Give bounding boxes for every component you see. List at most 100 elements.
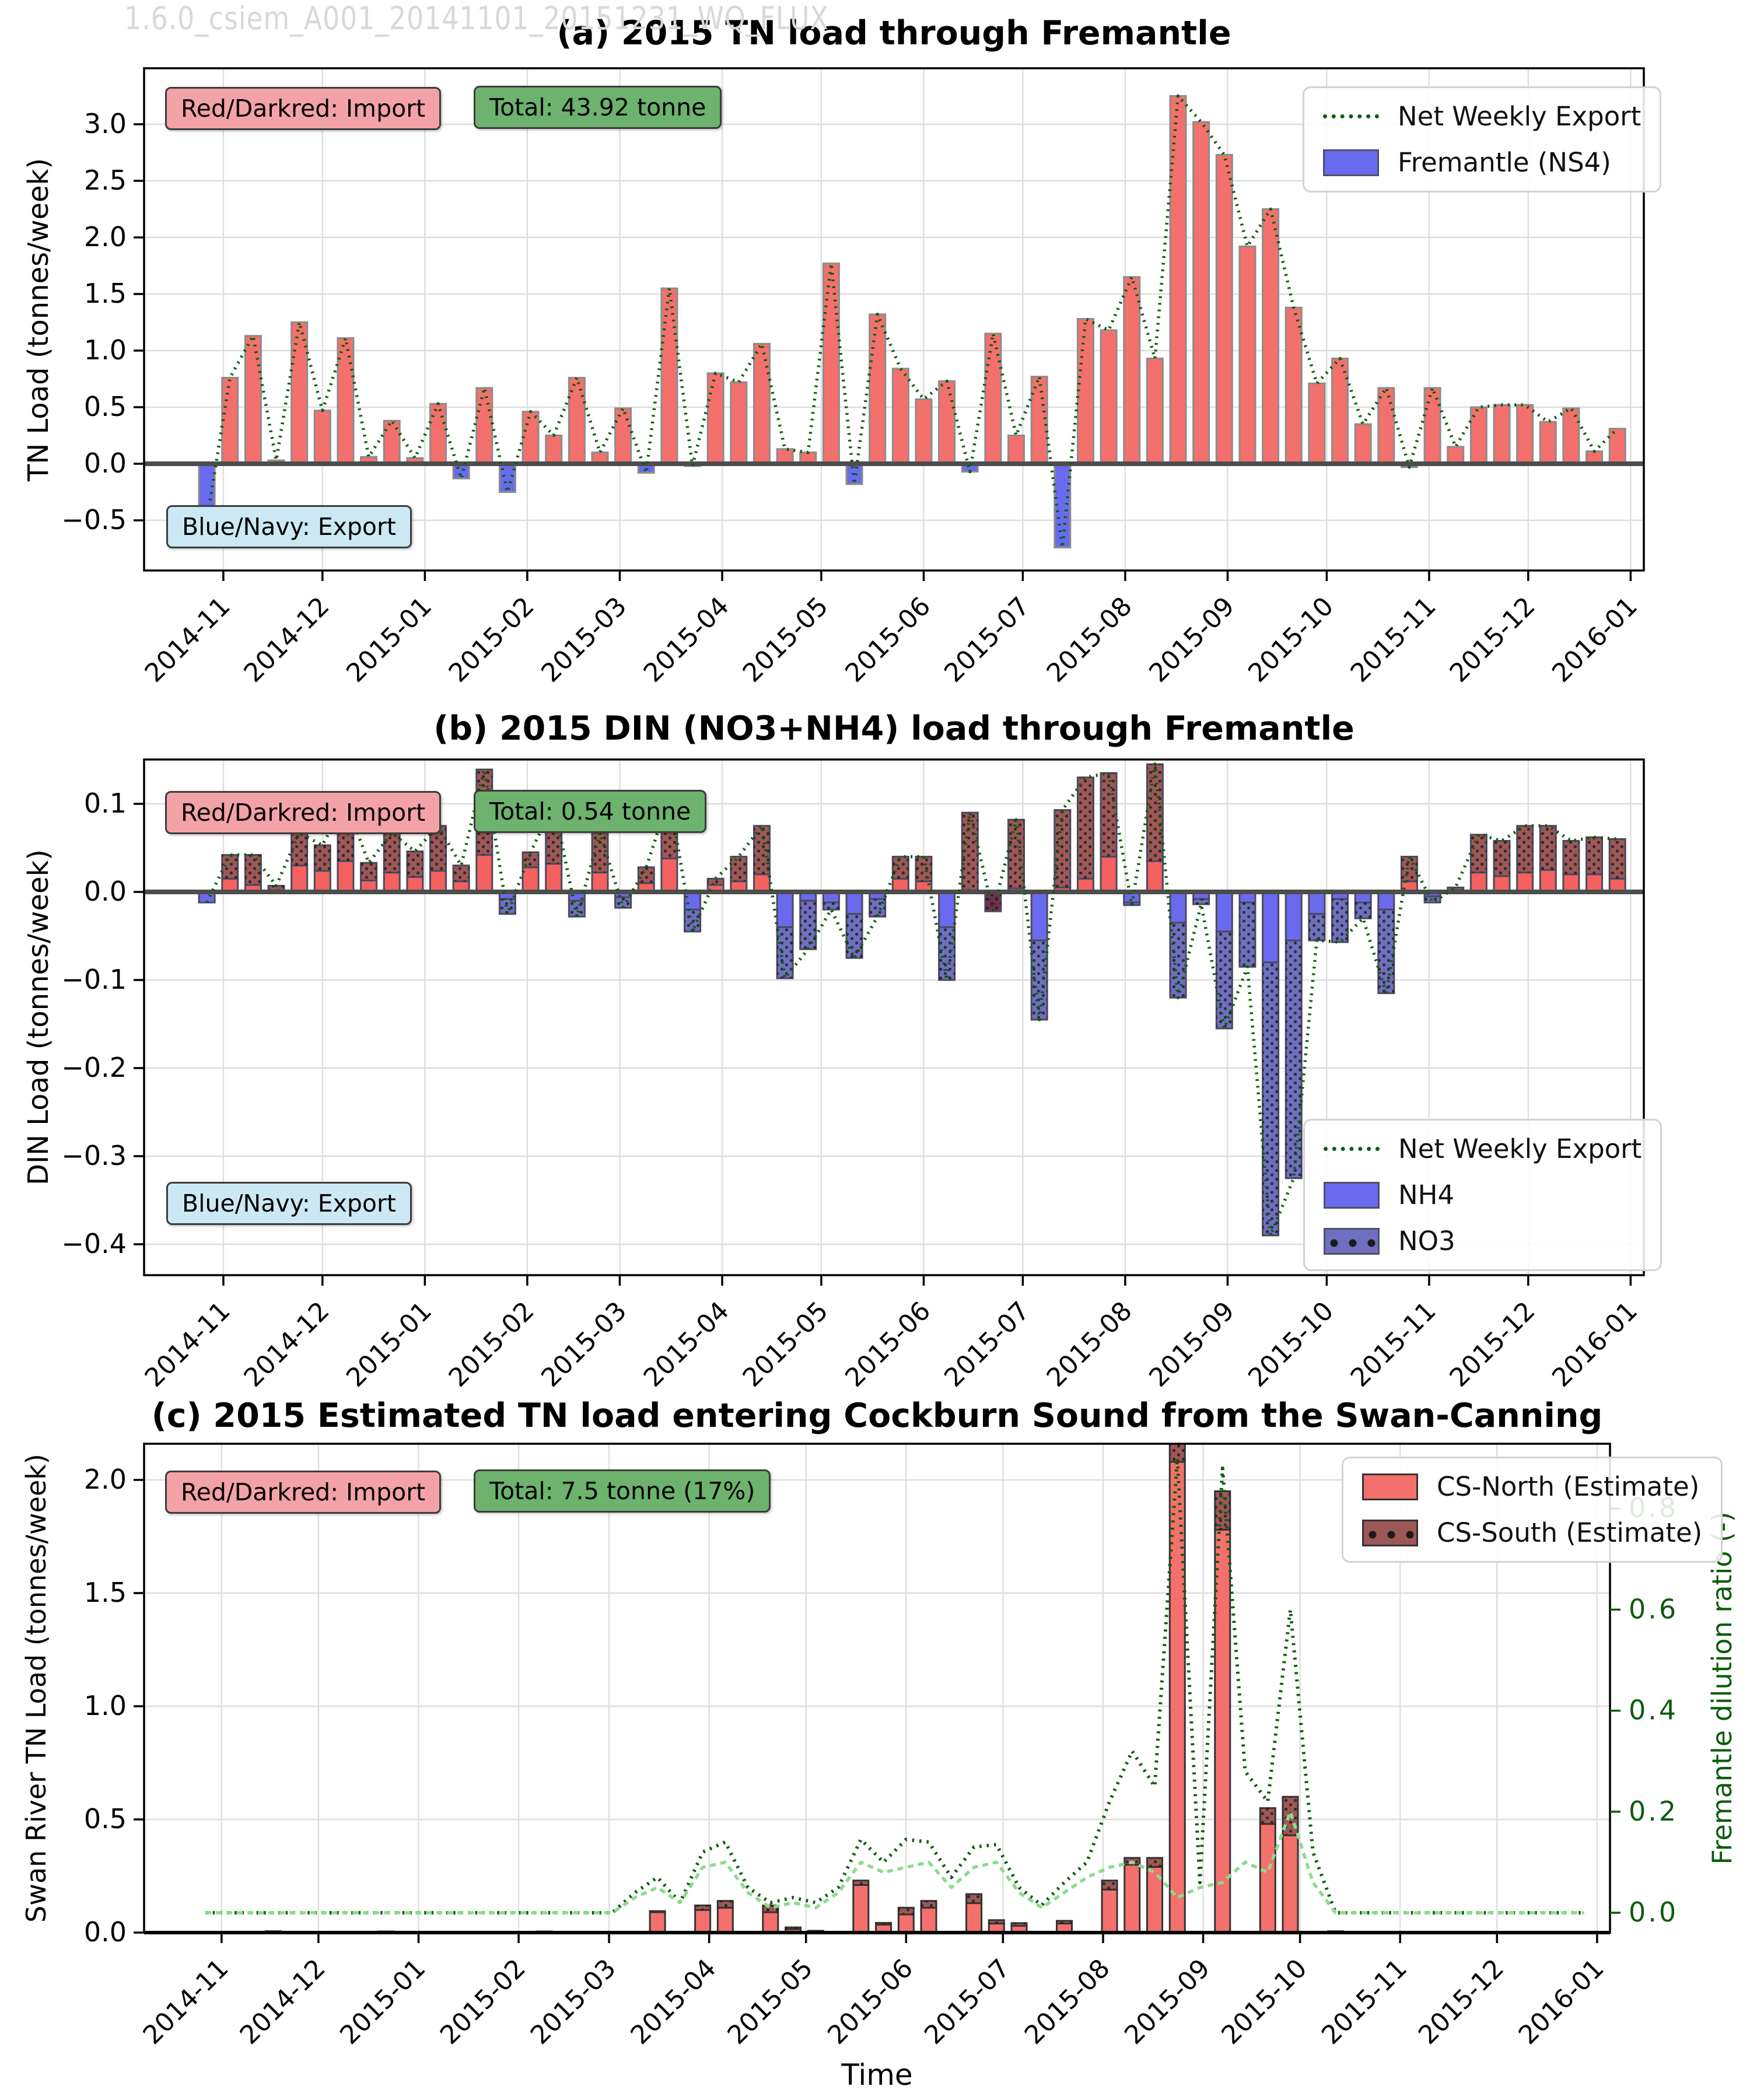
panel-c-right-ylabel: Fremantle dilution ratio (-) (1706, 1511, 1738, 1865)
svg-text:2015-01: 2015-01 (334, 1954, 431, 2050)
svg-text:2015-04: 2015-04 (625, 1954, 722, 2050)
svg-text:1.0: 1.0 (84, 1690, 127, 1721)
legend-item-nh4: NH4 (1324, 1180, 1642, 1210)
svg-text:2015-08: 2015-08 (1041, 1296, 1138, 1393)
legend-item-net-weekly-export: Net Weekly Export (1324, 1133, 1642, 1164)
svg-text:2.0: 2.0 (84, 1464, 127, 1495)
panel-a-import-note: Red/Darkred: Import (165, 87, 442, 130)
svg-text:−0.2: −0.2 (61, 1052, 127, 1083)
svg-text:0.1: 0.1 (84, 788, 127, 819)
svg-text:2014-12: 2014-12 (235, 1954, 331, 2050)
watermark-text: 1.6.0_csiem_A001_20141101_20151231_WQ_FL… (124, 0, 829, 37)
svg-text:2015-08: 2015-08 (1019, 1954, 1116, 2050)
svg-text:0.0: 0.0 (84, 876, 127, 907)
cs-north-swatch-icon (1362, 1473, 1418, 1500)
svg-text:2015-10: 2015-10 (1216, 1954, 1312, 2050)
svg-text:2015-12: 2015-12 (1444, 1296, 1541, 1393)
panel-a-legend: Net Weekly Export Fremantle (NS4) (1303, 86, 1662, 192)
svg-text:2015-08: 2015-08 (1041, 592, 1138, 688)
panel-b-title: (b) 2015 DIN (NO3+NH4) load through Frem… (433, 709, 1354, 748)
legend-label: CS-North (Estimate) (1437, 1471, 1700, 1502)
svg-text:2015-09: 2015-09 (1143, 592, 1240, 688)
svg-text:2015-12: 2015-12 (1444, 592, 1541, 688)
legend-label: NO3 (1398, 1226, 1455, 1256)
svg-text:2015-06: 2015-06 (839, 592, 936, 688)
net-weekly-export-line-icon (1324, 1147, 1380, 1151)
svg-text:2015-05: 2015-05 (737, 1296, 834, 1393)
panel-b-export-note: Blue/Navy: Export (166, 1182, 412, 1225)
svg-text:2015-02: 2015-02 (435, 1954, 531, 2050)
svg-text:2015-11: 2015-11 (1345, 592, 1442, 688)
panel-c-total-badge: Total: 7.5 tonne (17%) (474, 1469, 771, 1513)
svg-text:2015-12: 2015-12 (1413, 1954, 1510, 2050)
legend-label: Fremantle (NS4) (1398, 147, 1611, 178)
svg-text:2015-07: 2015-07 (919, 1954, 1016, 2050)
legend-label: Net Weekly Export (1398, 1133, 1642, 1164)
svg-text:2014-12: 2014-12 (239, 592, 335, 688)
panel-c-title: (c) 2015 Estimated TN load entering Cock… (151, 1396, 1603, 1435)
svg-text:−0.5: −0.5 (61, 504, 127, 536)
svg-text:2015-11: 2015-11 (1316, 1954, 1413, 2050)
svg-text:0.2: 0.2 (1629, 1796, 1678, 1827)
svg-text:2015-09: 2015-09 (1143, 1296, 1240, 1393)
svg-text:0.5: 0.5 (84, 1803, 127, 1835)
legend-item-cs-north: CS-North (Estimate) (1362, 1471, 1702, 1502)
panel-b-import-note: Red/Darkred: Import (165, 791, 442, 834)
svg-text:2015-05: 2015-05 (722, 1954, 818, 2050)
svg-text:2015-06: 2015-06 (822, 1954, 919, 2050)
svg-text:0.4: 0.4 (1629, 1695, 1678, 1726)
legend-item-net-weekly-export: Net Weekly Export (1323, 101, 1641, 132)
svg-text:2015-06: 2015-06 (839, 1296, 936, 1393)
svg-text:2015-03: 2015-03 (536, 1296, 632, 1393)
svg-text:1.5: 1.5 (84, 1577, 127, 1608)
svg-text:2014-11: 2014-11 (139, 1296, 236, 1393)
svg-text:2015-03: 2015-03 (525, 1954, 622, 2050)
svg-text:−0.1: −0.1 (61, 964, 127, 995)
no3-swatch-icon (1324, 1227, 1380, 1255)
svg-text:2016-01: 2016-01 (1546, 592, 1643, 688)
svg-text:0.0: 0.0 (1629, 1896, 1678, 1928)
svg-text:2015-03: 2015-03 (536, 592, 632, 688)
svg-text:0.0: 0.0 (84, 447, 127, 479)
legend-label: CS-South (Estimate) (1437, 1517, 1703, 1548)
legend-item-no3: NO3 (1324, 1226, 1642, 1256)
cs-south-swatch-icon (1362, 1519, 1418, 1546)
svg-text:2015-04: 2015-04 (638, 1296, 735, 1393)
legend-label: NH4 (1398, 1180, 1455, 1210)
svg-text:2016-01: 2016-01 (1546, 1296, 1643, 1393)
x-axis-label: Time (841, 2058, 913, 2092)
svg-text:−0.4: −0.4 (61, 1228, 127, 1259)
panel-b-total-badge: Total: 0.54 tonne (474, 790, 707, 833)
svg-text:0.0: 0.0 (84, 1916, 127, 1948)
panel-b-legend: Net Weekly Export NH4 NO3 (1303, 1119, 1662, 1271)
nh4-swatch-icon (1324, 1181, 1380, 1209)
net-weekly-export-line-icon (1323, 114, 1379, 118)
legend-item-cs-south: CS-South (Estimate) (1362, 1517, 1702, 1548)
panel-a-total-badge: Total: 43.92 tonne (474, 86, 722, 129)
svg-text:2015-09: 2015-09 (1119, 1954, 1216, 2050)
svg-text:−0.3: −0.3 (61, 1140, 127, 1171)
panel-a-export-note: Blue/Navy: Export (166, 505, 412, 548)
panel-c-legend: CS-North (Estimate) CS-South (Estimate) (1342, 1457, 1723, 1563)
svg-text:2015-01: 2015-01 (341, 1296, 438, 1393)
svg-text:2015-01: 2015-01 (341, 592, 438, 688)
svg-text:2015-07: 2015-07 (939, 1296, 1035, 1393)
svg-text:2015-10: 2015-10 (1242, 1296, 1339, 1393)
legend-item-fremantle-ns4: Fremantle (NS4) (1323, 147, 1641, 178)
svg-text:0.5: 0.5 (84, 391, 127, 422)
panel-a-ylabel: TN Load (tonnes/week) (22, 158, 55, 482)
svg-text:0.6: 0.6 (1629, 1593, 1678, 1625)
svg-text:3.0: 3.0 (84, 108, 127, 139)
svg-text:2015-02: 2015-02 (443, 1296, 540, 1393)
svg-text:2016-01: 2016-01 (1513, 1954, 1610, 2050)
panel-a-title: (a) 2015 TN load through Fremantle (556, 14, 1231, 52)
svg-text:2015-05: 2015-05 (737, 592, 834, 688)
svg-text:2014-12: 2014-12 (239, 1296, 335, 1393)
svg-text:1.5: 1.5 (84, 278, 127, 309)
svg-text:2.5: 2.5 (84, 164, 127, 196)
svg-text:1.0: 1.0 (84, 334, 127, 366)
svg-text:2.0: 2.0 (84, 221, 127, 253)
svg-text:2015-02: 2015-02 (443, 592, 540, 688)
